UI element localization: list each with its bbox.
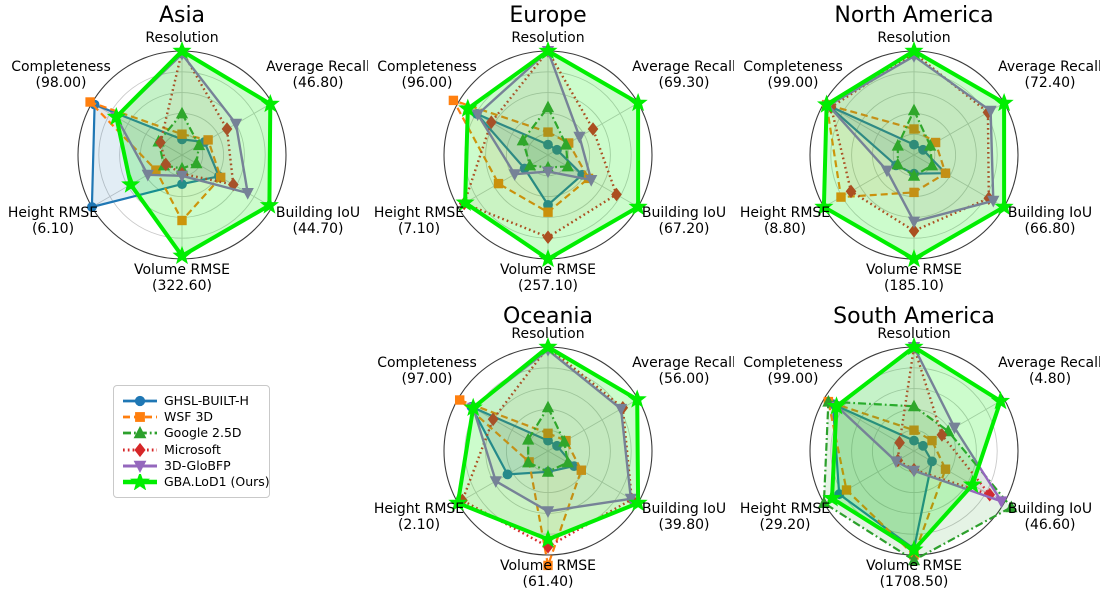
axis-value-building-iou: (46.60) — [1024, 517, 1075, 533]
axis-label-volume-rmse: Volume RMSE — [134, 262, 230, 278]
axis-label-resolution: Resolution — [145, 30, 218, 46]
series-gba-lod1-ours — [455, 40, 648, 268]
axis-label-resolution: Resolution — [877, 326, 950, 342]
axis-label-height-rmse: Height RMSE — [8, 205, 98, 221]
axis-value-height-rmse: (29.20) — [759, 517, 810, 533]
axis-value-completeness: (97.00) — [401, 371, 452, 387]
axis-value-average-recall: (56.00) — [658, 371, 709, 387]
radar-chart-oceania: Oceania Resolution Average Recall (56.00) Bu… — [366, 301, 734, 602]
circle-marker-icon — [122, 393, 158, 409]
legend-item-3d-globfp: 3D-GloBFP — [122, 458, 261, 474]
axis-label-average-recall: Average Recall — [998, 355, 1100, 371]
axis-label-completeness: Completeness — [743, 59, 843, 75]
chart-title: Oceania — [503, 304, 593, 329]
legend-item-google-2-5d: Google 2.5D — [122, 425, 261, 441]
legend-item-label: Microsoft — [164, 441, 221, 457]
axis-value-height-rmse: (7.10) — [398, 221, 440, 237]
axis-value-building-iou: (44.70) — [292, 221, 343, 237]
axis-label-height-rmse: Height RMSE — [740, 501, 830, 517]
legend-item-ghsl-built-h: GHSL-BUILT-H — [122, 393, 261, 409]
legend-item-label: 3D-GloBFP — [164, 457, 231, 473]
radar-chart-north-america: North America Resolution Average Recall (72… — [732, 0, 1100, 301]
radar-chart-europe: Europe Resolution Average Recall (69.30) Bui… — [366, 0, 734, 301]
axis-value-height-rmse: (6.10) — [32, 221, 74, 237]
axis-label-completeness: Completeness — [377, 59, 477, 75]
series-wsf-3d — [85, 97, 226, 226]
axis-value-average-recall: (72.40) — [1024, 75, 1075, 91]
axis-label-completeness: Completeness — [743, 355, 843, 371]
axis-label-building-iou: Building IoU — [276, 205, 360, 221]
axis-label-completeness: Completeness — [11, 59, 111, 75]
axis-value-volume-rmse: (322.60) — [152, 278, 212, 294]
axis-value-completeness: (96.00) — [401, 75, 452, 91]
axis-label-resolution: Resolution — [877, 30, 950, 46]
axis-value-completeness: (99.00) — [767, 75, 818, 91]
axis-label-height-rmse: Height RMSE — [740, 205, 830, 221]
radar-chart-asia: Asia Resolution Average Recall (46.80) Build… — [0, 0, 368, 301]
axis-value-height-rmse: (2.10) — [398, 517, 440, 533]
series-3d-globfp — [471, 46, 598, 187]
triangle-down-marker-icon — [122, 458, 158, 474]
axis-label-building-iou: Building IoU — [642, 205, 726, 221]
legend-item-wsf-3d: WSF 3D — [122, 409, 261, 425]
chart-title: South America — [833, 304, 995, 329]
axis-value-average-recall: (46.80) — [292, 75, 343, 91]
axis-value-volume-rmse: (185.10) — [884, 278, 944, 294]
series-google-2-5d — [522, 400, 574, 477]
axis-value-building-iou: (66.80) — [1024, 221, 1075, 237]
axis-label-average-recall: Average Recall — [998, 59, 1100, 75]
diamond-marker-icon — [122, 442, 158, 458]
legend-item-label: GBA.LoD1 (Ours) — [164, 473, 270, 489]
chart-title: North America — [834, 3, 993, 28]
series-google-2-5d — [891, 103, 939, 181]
axis-label-average-recall: Average Recall — [632, 59, 734, 75]
axis-value-completeness: (99.00) — [767, 371, 818, 387]
square-marker-icon — [122, 409, 158, 425]
axis-label-height-rmse: Height RMSE — [374, 205, 464, 221]
radar-chart-svg-asia: Asia Resolution Average Recall(46.80) Build… — [8, 3, 368, 294]
radar-chart-south-america: South America Resolution Average Recall (4.… — [732, 301, 1100, 602]
axis-label-height-rmse: Height RMSE — [374, 501, 464, 517]
series-gba-lod1-ours — [448, 336, 648, 548]
legend-item-label: Google 2.5D — [164, 425, 242, 441]
radar-chart-svg-north-america: North America Resolution Average Recall(72… — [740, 3, 1100, 294]
axis-label-volume-rmse: Volume RMSE — [500, 558, 596, 574]
axis-value-volume-rmse: (257.10) — [518, 278, 578, 294]
axis-value-volume-rmse: (61.40) — [522, 574, 573, 590]
axis-label-resolution: Resolution — [511, 326, 584, 342]
axis-label-average-recall: Average Recall — [632, 355, 734, 371]
legend-item-gba-lod1-ours: GBA.LoD1 (Ours) — [122, 471, 270, 491]
axis-value-building-iou: (67.20) — [658, 221, 709, 237]
axis-label-volume-rmse: Volume RMSE — [866, 558, 962, 574]
radar-chart-svg-europe: Europe Resolution Average Recall(69.30) Bui… — [374, 3, 734, 294]
axis-label-building-iou: Building IoU — [1008, 205, 1092, 221]
chart-title: Europe — [509, 3, 586, 28]
axis-value-height-rmse: (8.80) — [764, 221, 806, 237]
legend-item-label: WSF 3D — [164, 409, 214, 425]
axis-value-building-iou: (39.80) — [658, 517, 709, 533]
axis-value-volume-rmse: (1708.50) — [880, 574, 949, 590]
series-gba-lod1-ours — [106, 40, 280, 265]
axis-label-completeness: Completeness — [377, 355, 477, 371]
axis-label-building-iou: Building IoU — [642, 501, 726, 517]
axis-value-average-recall: (4.80) — [1029, 371, 1071, 387]
axis-value-average-recall: (69.30) — [658, 75, 709, 91]
series-gba-lod1-ours — [822, 336, 1011, 558]
series-gba-lod1-ours — [814, 40, 1014, 268]
axis-value-completeness: (98.00) — [35, 75, 86, 91]
triangle-up-marker-icon — [122, 425, 158, 441]
star-marker-icon — [122, 471, 158, 491]
legend: GHSL-BUILT-H WSF 3D Google 2.5D Microsof… — [113, 385, 270, 498]
axis-label-volume-rmse: Volume RMSE — [866, 262, 962, 278]
legend-item-label: GHSL-BUILT-H — [164, 393, 249, 408]
axis-label-average-recall: Average Recall — [266, 59, 368, 75]
chart-title: Asia — [159, 3, 205, 28]
axis-label-volume-rmse: Volume RMSE — [500, 262, 596, 278]
axis-label-building-iou: Building IoU — [1008, 501, 1092, 517]
legend-item-microsoft: Microsoft — [122, 442, 261, 458]
axis-label-resolution: Resolution — [511, 30, 584, 46]
